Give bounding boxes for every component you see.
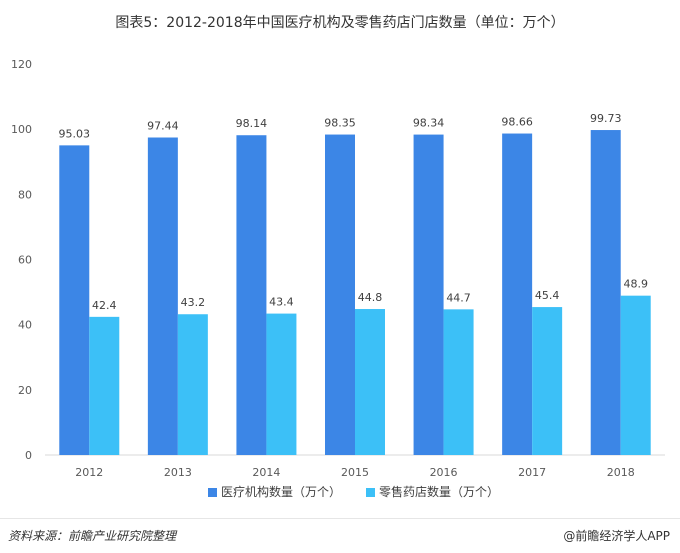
brand-credit: @前瞻经济学人APP <box>561 527 670 544</box>
bar-retail-pharmacies-2015 <box>355 309 385 455</box>
brand-text: @前瞻经济学人APP <box>563 529 670 543</box>
data-label: 44.8 <box>358 291 383 304</box>
bar-retail-pharmacies-2016 <box>443 309 474 455</box>
bar-medical-institutions-2016 <box>413 134 444 455</box>
y-axis-ticks: 0 20 40 60 80 100 120 <box>11 58 32 462</box>
x-tick-label: 2017 <box>518 466 546 479</box>
y-tick-label: 80 <box>18 188 32 201</box>
legend-swatch <box>208 488 217 497</box>
data-label: 43.2 <box>181 296 206 309</box>
data-label: 44.7 <box>446 291 471 304</box>
legend-label: 医疗机构数量（万个） <box>221 484 341 499</box>
data-label: 98.66 <box>501 116 533 129</box>
x-tick-label: 2018 <box>607 466 635 479</box>
chart-title: 图表5：2012-2018年中国医疗机构及零售药店门店数量（单位：万个） <box>115 15 565 31</box>
data-label: 99.73 <box>590 112 622 125</box>
y-tick-label: 20 <box>18 384 32 397</box>
x-tick-label: 2015 <box>341 466 369 479</box>
bar-medical-institutions-2015 <box>325 134 355 456</box>
bar-medical-institutions-2013 <box>147 137 178 455</box>
source-note: 资料来源：前瞻产业研究院整理 <box>8 529 177 543</box>
data-label: 98.14 <box>236 117 268 130</box>
data-label: 98.35 <box>324 117 356 130</box>
data-labels: 95.03 42.4 97.44 43.2 98.14 43.4 98.35 44.8 98.3… <box>59 112 648 312</box>
bar-retail-pharmacies-2013 <box>177 314 208 455</box>
data-label: 42.4 <box>92 299 117 312</box>
bar-medical-institutions-2017 <box>502 133 533 455</box>
bar-medical-institutions-2012 <box>59 145 90 455</box>
legend: 医疗机构数量（万个） 零售药店数量（万个） <box>208 484 499 499</box>
x-tick-label: 2013 <box>164 466 192 479</box>
bar-medical-institutions-2014 <box>236 135 267 455</box>
data-label: 48.9 <box>623 278 648 291</box>
x-tick-label: 2012 <box>75 466 103 479</box>
x-tick-label: 2016 <box>430 466 458 479</box>
y-tick-label: 60 <box>18 254 32 267</box>
x-tick-label: 2014 <box>252 466 280 479</box>
data-label: 45.4 <box>535 289 560 302</box>
data-label: 95.03 <box>59 127 91 140</box>
bar-retail-pharmacies-2014 <box>266 313 297 455</box>
data-label: 98.34 <box>413 117 445 130</box>
data-label: 43.4 <box>269 296 294 309</box>
bar-retail-pharmacies-2017 <box>532 307 563 455</box>
bar-retail-pharmacies-2012 <box>89 316 120 455</box>
y-tick-label: 120 <box>11 58 32 71</box>
bar-retail-pharmacies-2018 <box>620 295 651 455</box>
y-tick-label: 40 <box>18 319 32 332</box>
legend-label: 零售药店数量（万个） <box>379 484 499 499</box>
bar-medical-institutions-2018 <box>590 130 621 455</box>
x-axis-ticks: 2012 2013 2014 2015 2016 2017 2018 <box>75 466 634 479</box>
legend-swatch <box>366 488 375 497</box>
y-tick-label: 100 <box>11 123 32 136</box>
data-label: 97.44 <box>147 120 179 133</box>
footer-divider <box>0 518 680 519</box>
y-tick-label: 0 <box>25 449 32 462</box>
bars <box>59 130 651 456</box>
